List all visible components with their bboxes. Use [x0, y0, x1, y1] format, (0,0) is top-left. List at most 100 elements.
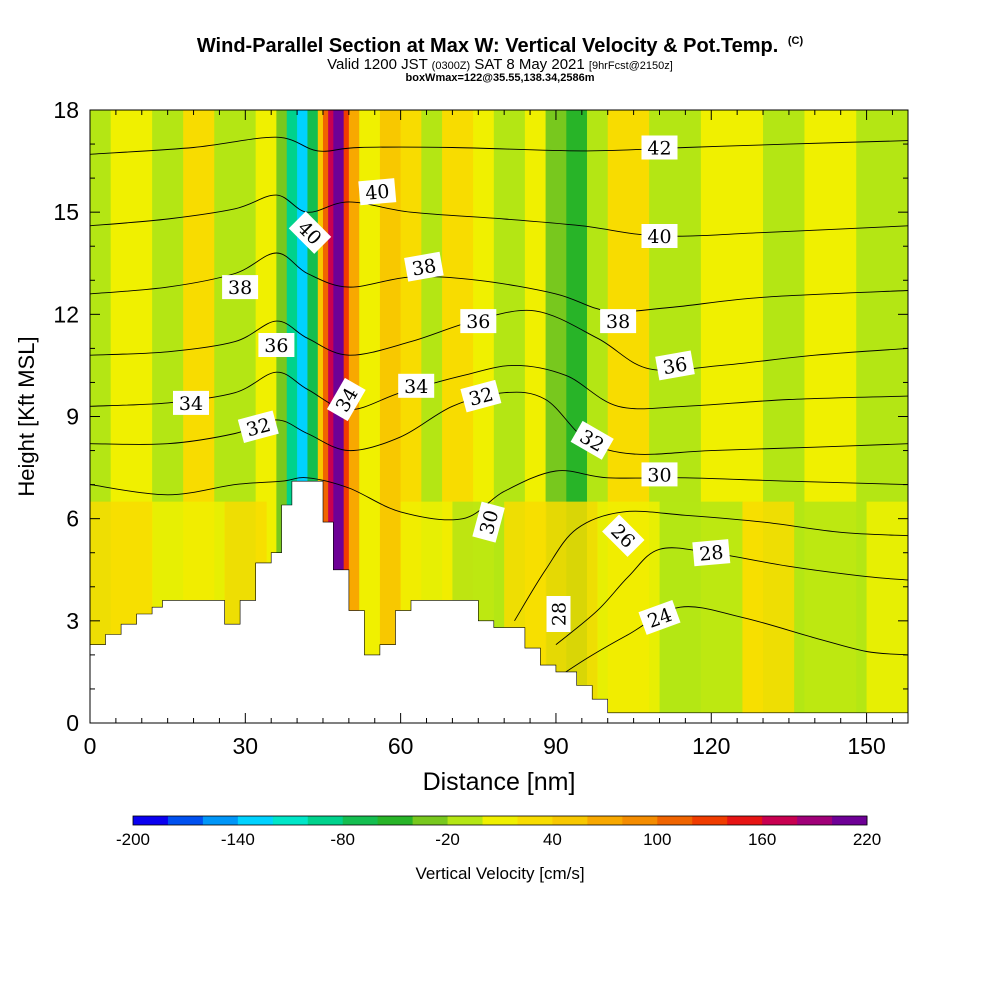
contour-label-bg — [570, 420, 614, 460]
contour-label-bg — [173, 390, 209, 415]
contour-label-bg — [641, 135, 678, 160]
colorbar-swatch — [517, 816, 553, 825]
colorbar-label: Vertical Velocity [cm/s] — [415, 864, 585, 883]
contour-label: 28 — [546, 596, 571, 632]
contour-label-bg — [638, 599, 681, 635]
colorbar-swatch — [832, 816, 868, 825]
y-tick-label: 9 — [66, 404, 79, 430]
contour-label-bg — [692, 539, 731, 567]
contour-label: 34 — [398, 373, 435, 398]
colorbar-swatch — [622, 816, 658, 825]
contour-label: 40 — [358, 178, 397, 206]
contour-label-text: 38 — [410, 255, 438, 281]
contour-label-bg — [641, 462, 678, 487]
valid-date: SAT 8 May 2021 — [474, 56, 585, 73]
contour-label-bg — [326, 377, 366, 422]
contour-label-text: 38 — [606, 311, 630, 333]
colorbar-swatch — [342, 816, 379, 825]
contour-label-text: 42 — [647, 138, 671, 160]
x-tick-label: 0 — [84, 733, 97, 759]
contour-label-bg — [460, 379, 502, 413]
valid-time-line: Valid 1200 JST (0300Z) SAT 8 May 2021 [9… — [0, 57, 1000, 72]
contour-label-bg — [358, 178, 397, 206]
colorbar-frame — [132, 815, 868, 826]
contour-label-text: 36 — [264, 335, 288, 357]
colorbar-swatch — [657, 816, 693, 825]
contour-label: 38 — [404, 251, 444, 282]
contour-label: 38 — [600, 309, 637, 334]
velocity-band — [276, 110, 288, 723]
velocity-band-low — [742, 501, 795, 723]
velocity-band — [322, 110, 329, 723]
contour-label-bg — [237, 410, 279, 443]
colorbar-swatch — [272, 816, 309, 825]
x-tick-label: 60 — [388, 733, 414, 759]
contour-label-bg — [404, 251, 444, 282]
contour-label-text: 34 — [179, 393, 203, 415]
contour-label: 36 — [258, 333, 295, 357]
colorbar-tick-label: -140 — [221, 830, 255, 849]
contour-label-text: 40 — [364, 181, 390, 205]
box-info: boxWmax=122@35.55,138.34,2586m — [405, 72, 595, 84]
colorbar-swatch — [552, 816, 588, 825]
colorbar: -200 -140 -80 -20 40 100 160 220 — [116, 815, 881, 849]
contour-label-text: 28 — [549, 602, 571, 626]
x-tick-label: 120 — [692, 733, 730, 759]
contour-label-text: 36 — [466, 311, 490, 333]
contour-label-bg — [602, 514, 645, 557]
title-block: Wind-Parallel Section at Max W: Vertical… — [0, 36, 1000, 84]
chart-title-text: Wind-Parallel Section at Max W: Vertical… — [196, 35, 779, 57]
contour-label-bg — [641, 224, 678, 248]
contour-label: 30 — [641, 462, 678, 487]
contour-label-text: 30 — [647, 464, 671, 486]
contour-label: 30 — [472, 501, 505, 543]
contour-label-bg — [398, 373, 435, 398]
contour-label: 36 — [655, 350, 695, 381]
colorbar-swatch — [797, 816, 833, 825]
velocity-band — [286, 110, 298, 723]
velocity-band — [359, 110, 381, 723]
contour-label: 24 — [638, 599, 681, 635]
x-axis-label: Distance [nm] — [423, 768, 576, 796]
colorbar-swatch — [447, 816, 484, 825]
colorbar-swatch — [692, 816, 728, 825]
theta-contour-36 — [90, 309, 908, 371]
velocity-band — [348, 110, 360, 723]
velocity-band-low — [794, 501, 868, 723]
contour-label-bg — [222, 275, 259, 300]
theta-contour-28 — [514, 510, 908, 622]
theta-contour-30 — [90, 470, 908, 521]
colorbar-swatch — [307, 816, 344, 825]
contour-label-text: 38 — [228, 277, 252, 299]
x-tick-label: 90 — [543, 733, 569, 759]
terrain-mask — [89, 480, 909, 724]
velocity-band — [328, 110, 334, 723]
contour-label-text: 28 — [698, 542, 724, 566]
chart-title: Wind-Parallel Section at Max W: Vertical… — [0, 35, 1000, 57]
contour-label: 40 — [641, 224, 678, 248]
velocity-band — [307, 110, 319, 723]
colorbar-tick-label: 100 — [643, 830, 671, 849]
colorbar-swatch — [377, 816, 414, 825]
colorbar-swatch — [167, 816, 204, 825]
theta-contour-34 — [90, 364, 908, 411]
contour-label: 36 — [460, 309, 497, 334]
velocity-band — [317, 110, 324, 723]
theta-contour-40 — [90, 194, 908, 237]
contour-label-bg — [600, 309, 637, 334]
contour-label: 34 — [173, 390, 209, 415]
terrain-layer — [89, 480, 909, 724]
colorbar-tick-label: 220 — [853, 830, 881, 849]
copyright-tag: (C) — [787, 35, 804, 47]
y-tick-label: 18 — [53, 97, 79, 123]
contour-label-bg — [472, 501, 505, 543]
velocity-band — [297, 110, 309, 723]
utc-time: (0300Z) — [431, 60, 471, 72]
colorbar-swatch — [237, 816, 274, 825]
colorbar-swatch — [202, 816, 239, 825]
colorbar-tick-label: -20 — [435, 830, 460, 849]
colorbar-swatch — [762, 816, 798, 825]
contour-label: 38 — [222, 275, 259, 300]
